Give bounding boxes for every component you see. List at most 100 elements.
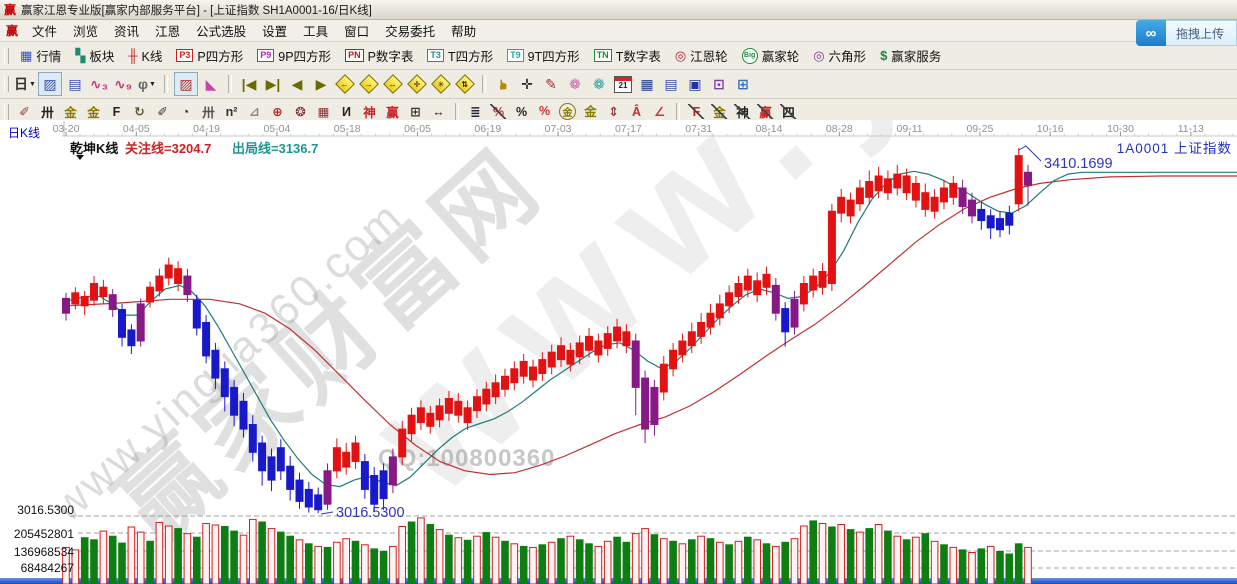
menu-item-formula-picker[interactable]: 公式选股 bbox=[196, 25, 247, 39]
gold-lines-icon[interactable]: 金 bbox=[580, 101, 601, 122]
draw-brush-icon[interactable]: ✐ bbox=[19, 105, 30, 119]
zoom-v-diamond-icon[interactable]: ⇅ bbox=[454, 73, 476, 95]
quotes-button[interactable]: ▦ 行情 bbox=[13, 44, 68, 67]
menu-item-window[interactable]: 窗口 bbox=[344, 25, 370, 39]
ruler-brush-icon[interactable]: ✐ bbox=[157, 105, 168, 119]
gold-circle-icon[interactable]: 金 bbox=[557, 102, 578, 121]
zoom-left-diamond-icon[interactable]: ← bbox=[334, 73, 356, 95]
zoom-right-diamond-icon[interactable]: → bbox=[358, 73, 380, 95]
ying-fence-icon[interactable]: 赢 bbox=[386, 106, 399, 120]
hand-tool-icon[interactable]: ☛ bbox=[494, 77, 511, 91]
menu-item-settings[interactable]: 设置 bbox=[262, 25, 288, 39]
date-tick-label: 09-25 bbox=[966, 123, 993, 135]
grid-123-icon[interactable]: ⊞ bbox=[410, 105, 421, 119]
flask-dropdown-icon[interactable]: φ ▼ bbox=[138, 76, 156, 92]
calendar-tool-icon[interactable]: 21 bbox=[612, 73, 634, 95]
user-pc-tool-icon[interactable]: ⊞ bbox=[737, 75, 749, 92]
span-arrows-icon[interactable]: ↔ bbox=[432, 104, 445, 119]
menu-item-news[interactable]: 资讯 bbox=[114, 25, 140, 39]
gann-grid-icon[interactable]: 卅 bbox=[41, 106, 54, 120]
gann-wheel-button[interactable]: ◎ 江恩轮 bbox=[668, 44, 735, 67]
gold-grid-1-icon[interactable]: 金 bbox=[64, 106, 77, 120]
candle-brush-icon[interactable]: ⇕ bbox=[608, 105, 619, 119]
time-cycle-icon[interactable]: ◔ bbox=[181, 104, 190, 119]
goto-end-button-icon[interactable]: ▶| bbox=[265, 75, 281, 92]
kline-chart[interactable]: 03-20 04-05 04-19 05-04 05-18 06-05 06-19 07-03… bbox=[0, 120, 1237, 584]
ma-long-line bbox=[65, 175, 1237, 476]
step-forward-button-icon[interactable]: ▶ bbox=[315, 75, 327, 92]
t-square-button[interactable]: T3 T四方形 bbox=[420, 44, 500, 67]
hexagon-button[interactable]: ◎ 六角形 bbox=[806, 44, 873, 67]
n-wave-icon[interactable]: И bbox=[342, 104, 351, 119]
percent-plain-icon[interactable]: % bbox=[515, 104, 528, 119]
watch-line-value: 关注线=3204.7 bbox=[125, 141, 212, 156]
mirror-angle-icon[interactable]: ⊿ bbox=[249, 105, 260, 119]
kline-type-dropdown-icon[interactable]: 日 ▼ bbox=[14, 76, 36, 92]
gold-grid-2-icon[interactable]: 金 bbox=[87, 106, 100, 120]
n-square-icon[interactable]: n² bbox=[225, 104, 238, 119]
goto-start-button-icon[interactable]: |◀ bbox=[241, 75, 257, 92]
grid-star-icon[interactable]: ▦ bbox=[317, 105, 330, 119]
toolbar-drag-handle[interactable] bbox=[4, 47, 9, 64]
date-tick-label: 08-28 bbox=[826, 123, 853, 135]
winner-service-button[interactable]: $ 赢家服务 bbox=[873, 44, 948, 67]
colored-histogram-tool-icon[interactable]: ◣ bbox=[205, 75, 217, 92]
wave9-tool-icon[interactable]: ∿₉ bbox=[113, 75, 133, 92]
f-angle-icon[interactable]: F bbox=[686, 102, 707, 121]
toolbar-drag-handle[interactable] bbox=[4, 103, 9, 120]
winner-wheel-button[interactable]: Big 赢家轮 bbox=[735, 44, 807, 67]
zoom-all-diamond-icon[interactable]: ✛ bbox=[406, 73, 428, 95]
f-grid-icon[interactable]: F bbox=[112, 104, 121, 119]
t9-square-button[interactable]: T9 9T四方形 bbox=[500, 44, 587, 67]
notes-tool-icon[interactable]: ▤ bbox=[664, 75, 678, 92]
erase-pencil-tool-icon[interactable]: ✎ bbox=[545, 75, 557, 92]
zoom-h-diamond-icon[interactable]: ↔ bbox=[382, 73, 404, 95]
menu-item-file[interactable]: 文件 bbox=[32, 25, 58, 39]
shen-angle-icon[interactable]: 神 bbox=[732, 102, 753, 121]
gold-angle-icon[interactable]: 金 bbox=[709, 102, 730, 121]
time-fence-icon[interactable]: 卅 bbox=[202, 106, 215, 120]
save-tool-icon[interactable]: ▣ bbox=[688, 75, 702, 92]
crosshair-tool-icon[interactable]: ✛ bbox=[521, 75, 533, 92]
menu-item-browse[interactable]: 浏览 bbox=[73, 25, 99, 39]
cloud-upload-widget[interactable]: ∞ 拖拽上传 bbox=[1136, 20, 1237, 46]
price-levels-icon[interactable]: ≣ bbox=[470, 105, 481, 119]
step-back-button-icon[interactable]: ◀ bbox=[291, 75, 303, 92]
wave3-tool-icon[interactable]: ∿₃ bbox=[89, 75, 109, 92]
brush-pink-tool-icon[interactable]: ❁ bbox=[569, 75, 581, 92]
pattern-tool-icon[interactable]: ▨ bbox=[38, 72, 62, 96]
p-square-button[interactable]: P3 P四方形 bbox=[169, 44, 250, 67]
menu-item-tools[interactable]: 工具 bbox=[303, 25, 329, 39]
ying-angle-icon[interactable]: 赢 bbox=[755, 102, 776, 121]
j-angle-icon[interactable]: ∠ bbox=[653, 105, 666, 119]
brush-teal-tool-icon[interactable]: ❁ bbox=[593, 75, 605, 92]
date-tick-label: 04-05 bbox=[123, 123, 150, 135]
sectors-button[interactable]: ▚ 板块 bbox=[68, 44, 121, 67]
menu-items: 文件 浏览 资讯 江恩 公式选股 设置 工具 窗口 交易委托 帮助 bbox=[24, 21, 484, 40]
p9-square-button[interactable]: P9 9P四方形 bbox=[250, 44, 338, 67]
pattern-select-tool-icon[interactable]: ▨ bbox=[174, 72, 198, 96]
list-tool-icon[interactable]: ▤ bbox=[68, 75, 82, 92]
indicator-name-label[interactable]: 乾坤K线 bbox=[70, 141, 119, 156]
four-angle-icon[interactable]: 四 bbox=[778, 102, 799, 121]
a-wave-icon[interactable]: Â bbox=[631, 104, 642, 119]
print-tool-icon[interactable]: ⊡ bbox=[713, 75, 725, 92]
menu-item-gann[interactable]: 江恩 bbox=[155, 25, 181, 39]
p-number-table-button[interactable]: PN P数字表 bbox=[338, 44, 420, 67]
date-tick-label: 10-30 bbox=[1107, 123, 1134, 135]
circle-star-icon[interactable]: ❂ bbox=[295, 105, 306, 119]
percent-line-icon[interactable]: % bbox=[534, 101, 555, 122]
zoom-star-diamond-icon[interactable]: ✳ bbox=[430, 73, 452, 95]
circle-cross-icon[interactable]: ⊕ bbox=[272, 105, 283, 119]
menu-bar: 赢 文件 浏览 资讯 江恩 公式选股 设置 工具 窗口 交易委托 帮助 bbox=[0, 20, 1237, 42]
toolbar-drag-handle[interactable] bbox=[4, 76, 9, 92]
calculator-tool-icon[interactable]: ▦ bbox=[640, 75, 654, 92]
menu-item-help[interactable]: 帮助 bbox=[451, 25, 477, 39]
shen-fence-icon[interactable]: 神 bbox=[363, 106, 376, 120]
indicator-dropdown-icon[interactable] bbox=[76, 155, 84, 160]
t-number-table-button[interactable]: TN T数字表 bbox=[587, 44, 668, 67]
percent-angle-icon[interactable]: % bbox=[488, 102, 509, 121]
kline-button[interactable]: ╫ K线 bbox=[121, 44, 169, 67]
menu-item-trade-order[interactable]: 交易委托 bbox=[385, 25, 436, 39]
spiral-tool-icon[interactable]: ↻ bbox=[134, 105, 145, 119]
